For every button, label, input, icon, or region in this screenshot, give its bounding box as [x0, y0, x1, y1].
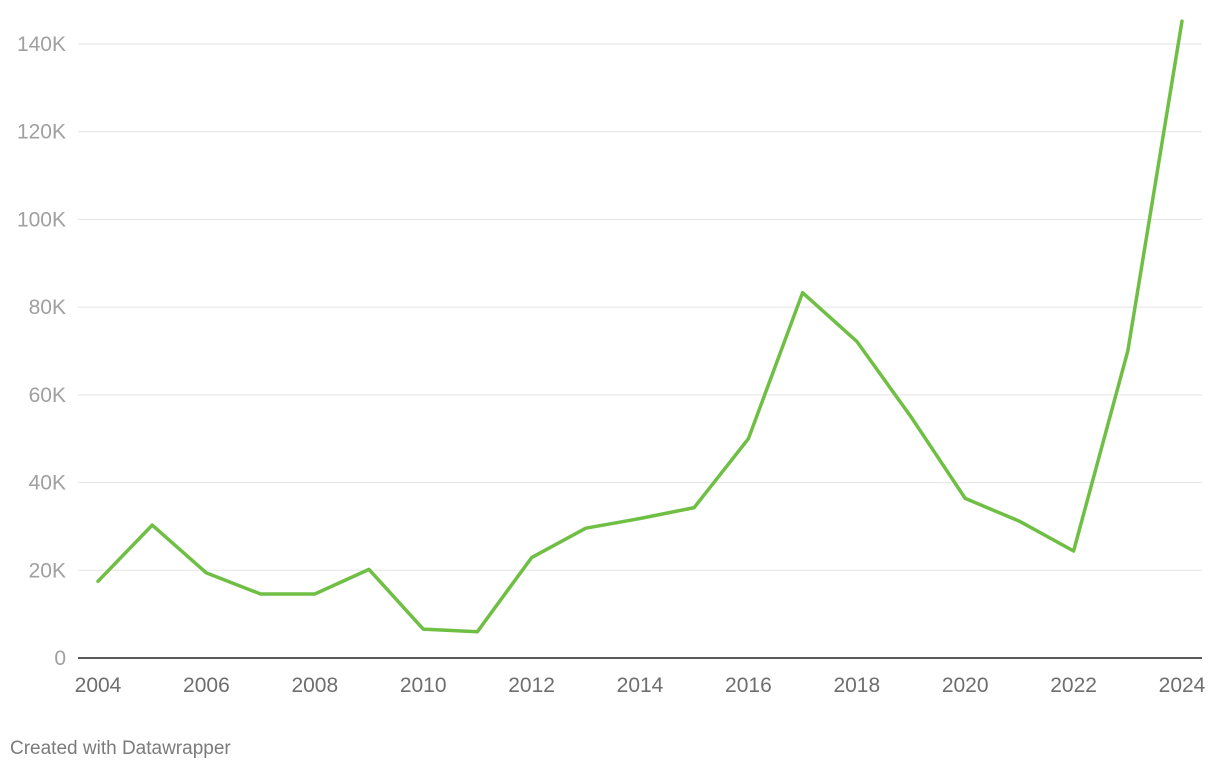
gridlines: [78, 43, 1202, 571]
x-tick-label: 2020: [942, 674, 989, 697]
data-point-2023: [1124, 347, 1132, 355]
data-point-2005: [148, 521, 156, 529]
data-point-2010: [419, 625, 427, 633]
y-tick-label: 100K: [17, 208, 66, 231]
x-tick-label: 2022: [1050, 674, 1097, 697]
x-tick-label: 2024: [1159, 674, 1206, 697]
data-point-2017: [799, 289, 807, 297]
y-axis-ticks: 0 20K 40K 60K 80K 100K 120K 140K: [17, 33, 66, 670]
credit-text: Created with Datawrapper: [10, 738, 231, 759]
series-line-0: [96, 19, 1184, 634]
data-point-2022: [1070, 547, 1078, 555]
data-point-2014: [636, 515, 644, 523]
x-tick-label: 2010: [400, 674, 447, 697]
data-points: [94, 17, 1186, 635]
x-tick-label: 2012: [508, 674, 555, 697]
data-point-2013: [582, 524, 590, 532]
data-point-2009: [365, 565, 373, 573]
data-point-2015: [690, 504, 698, 512]
y-tick-label: 60K: [29, 384, 66, 407]
y-tick-label: 40K: [29, 472, 66, 495]
x-tick-label: 2008: [291, 674, 338, 697]
y-tick-label: 80K: [29, 296, 66, 319]
data-point-2004: [94, 577, 102, 585]
data-point-2024: [1178, 17, 1186, 25]
x-tick-label: 2006: [183, 674, 230, 697]
y-tick-label: 20K: [29, 559, 66, 582]
y-tick-label: 140K: [17, 33, 66, 56]
x-tick-label: 2004: [75, 674, 122, 697]
data-point-2012: [528, 554, 536, 562]
data-point-2018: [853, 337, 861, 345]
data-point-2016: [744, 435, 752, 443]
x-tick-label: 2018: [833, 674, 880, 697]
data-point-2019: [907, 413, 915, 421]
data-point-2011: [473, 628, 481, 636]
y-tick-label: 120K: [17, 121, 66, 144]
data-point-2008: [311, 590, 319, 598]
y-tick-label: 0: [54, 647, 66, 670]
x-tick-label: 2014: [617, 674, 664, 697]
data-point-2020: [961, 494, 969, 502]
series-layer: [96, 19, 1184, 634]
x-axis-ticks: 2004 2006 2008 2010 2012 2014 2016 2018 2020 2022…: [75, 674, 1206, 697]
x-tick-label: 2016: [725, 674, 772, 697]
data-point-2021: [1015, 517, 1023, 525]
data-point-2007: [257, 590, 265, 598]
data-point-2006: [202, 569, 210, 577]
